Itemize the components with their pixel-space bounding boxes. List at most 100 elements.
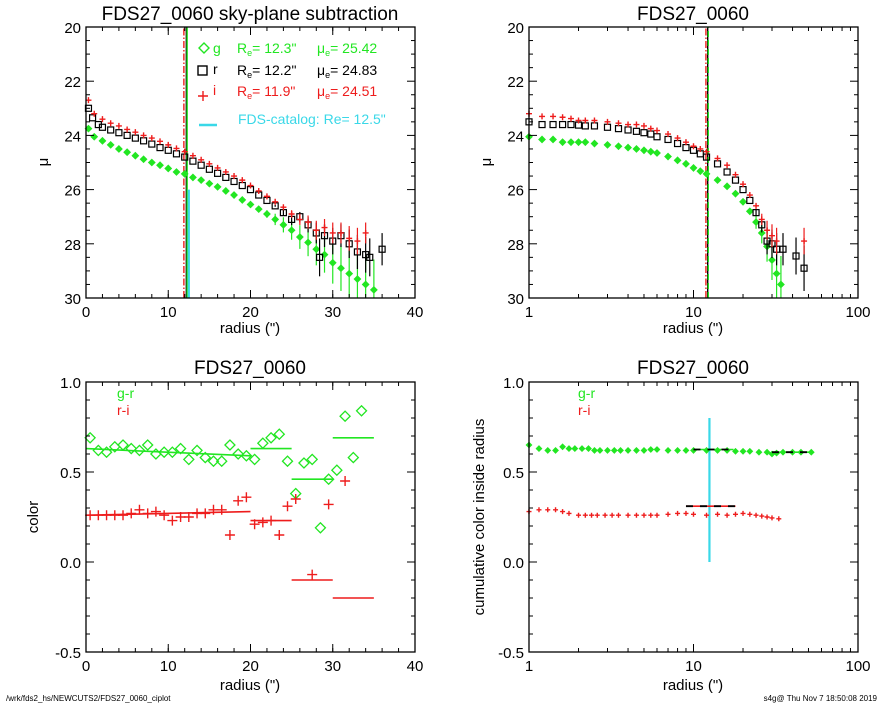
data-point-square	[640, 129, 648, 137]
data-point-plus	[132, 129, 139, 136]
data-point-diamond	[763, 448, 771, 456]
data-point-square	[739, 186, 747, 194]
data-point-plus	[165, 141, 172, 148]
data-point-diamond	[182, 453, 195, 466]
x-tick-label: 0	[82, 304, 90, 321]
data-point-square	[632, 127, 641, 135]
legend-mu: μe= 25.42	[317, 40, 377, 58]
data-point-plus	[124, 126, 131, 133]
data-point-diamond	[682, 159, 690, 168]
y-tick-label: 22	[64, 74, 81, 91]
data-point-plus	[582, 512, 588, 518]
data-point-plus	[654, 127, 661, 134]
data-point-square	[682, 143, 690, 152]
y-tick-label: 0.5	[60, 465, 81, 482]
data-point-square	[366, 253, 374, 261]
legend-g-r: g-r	[578, 385, 595, 401]
data-point-diamond	[591, 446, 598, 454]
data-point-square	[222, 173, 230, 182]
data-point-plus	[255, 187, 262, 194]
data-point-plus	[758, 216, 765, 223]
data-point-plus	[576, 512, 582, 518]
data-point-square	[172, 150, 181, 158]
profile-linear-chart: FDS27_0060 sky-plane subtraction radius …	[35, 4, 423, 337]
data-point-plus	[257, 517, 268, 528]
data-point-diamond	[640, 146, 648, 155]
data-point-plus	[753, 202, 760, 209]
data-point-diamond	[653, 149, 661, 157]
data-point-diamond	[330, 464, 343, 477]
data-point-diamond	[549, 135, 557, 144]
y-tick-label: -0.5	[55, 645, 81, 662]
x-axis-label: radius (")	[220, 677, 280, 694]
data-point-square	[131, 134, 139, 142]
data-point-plus	[724, 162, 731, 169]
legend-re: Re= 11.9"	[237, 83, 295, 101]
data-point-plus	[665, 511, 671, 517]
data-point-square	[238, 181, 246, 190]
data-point-diamond	[295, 233, 304, 241]
data-point-plus	[231, 173, 238, 180]
data-point-diamond	[213, 182, 222, 191]
data-point-diamond	[84, 431, 97, 444]
data-point-diamond	[197, 176, 206, 185]
data-point-diamond	[752, 218, 760, 227]
data-point-diamond	[538, 135, 546, 144]
data-point-plus	[354, 238, 361, 245]
data-point-plus	[633, 512, 639, 518]
y-tick-label: 24	[64, 128, 81, 145]
data-point-diamond	[614, 142, 623, 151]
data-point-diamond	[558, 138, 567, 147]
y-axis-label: μ	[35, 158, 52, 167]
data-point-plus	[206, 160, 213, 167]
data-point-plus	[732, 171, 739, 178]
legend-row-g: g Re= 12.3" μe= 25.42	[198, 40, 377, 58]
data-point-diamond	[624, 143, 632, 152]
data-point-diamond	[117, 439, 129, 451]
data-point-diamond	[571, 445, 579, 453]
data-point-diamond	[131, 151, 140, 160]
data-point-plus	[115, 122, 122, 129]
data-point-square	[230, 177, 238, 186]
data-point-diamond	[689, 164, 698, 172]
data-point-square	[647, 130, 655, 138]
data-point-plus	[539, 113, 546, 120]
x-tick-label: 20	[242, 304, 259, 321]
x-tick-label: 10	[160, 658, 177, 675]
x-axis-label: radius (")	[663, 320, 723, 337]
data-point-plus	[214, 164, 221, 171]
legend: g Re= 12.3" μe= 25.42 r Re= 12.2" μe= 24…	[197, 40, 386, 127]
data-point-diamond	[653, 446, 661, 453]
data-point-diamond	[535, 445, 543, 453]
x-tick-label: 20	[242, 658, 259, 675]
data-point-plus	[157, 138, 164, 145]
x-tick-label: 100	[845, 304, 870, 321]
data-point-plus	[594, 512, 600, 518]
data-point-diamond	[604, 446, 611, 454]
data-point-diamond	[755, 448, 763, 456]
x-axis-label: radius (")	[663, 677, 723, 694]
data-point-diamond	[664, 152, 672, 161]
data-point-diamond	[123, 148, 132, 157]
data-point-plus	[715, 511, 721, 517]
data-point-plus	[566, 510, 572, 516]
data-point-diamond	[287, 226, 296, 235]
data-point-plus	[625, 512, 631, 518]
data-point-plus	[665, 131, 672, 138]
x-tick-label: 1	[525, 658, 533, 675]
data-point-plus	[239, 177, 246, 184]
data-point-plus	[690, 143, 697, 150]
data-point-plus	[140, 132, 147, 139]
data-point-plus	[274, 530, 285, 540]
data-point-diamond	[263, 210, 271, 218]
data-point-square	[779, 245, 787, 253]
data-point-diamond	[603, 140, 612, 149]
data-point-diamond	[149, 448, 162, 460]
chart-title: FDS27_0060 sky-plane subtraction	[102, 4, 399, 25]
y-tick-label: 26	[64, 183, 81, 200]
data-point-plus	[753, 512, 759, 518]
data-point-plus	[801, 238, 808, 245]
x-tick-label: 0	[82, 658, 90, 675]
data-point-diamond	[156, 161, 164, 170]
data-point-diamond	[355, 404, 368, 417]
